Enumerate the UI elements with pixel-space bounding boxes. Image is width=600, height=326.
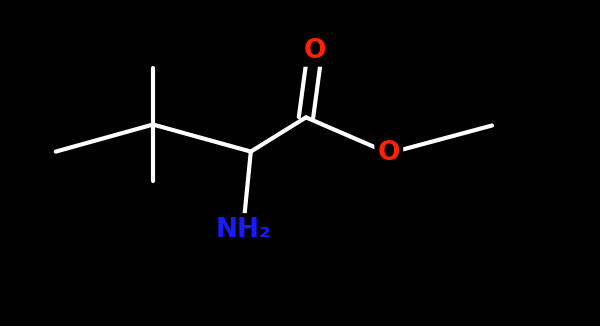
- Text: O: O: [377, 140, 400, 166]
- Text: NH₂: NH₂: [215, 217, 271, 243]
- Text: O: O: [304, 37, 326, 64]
